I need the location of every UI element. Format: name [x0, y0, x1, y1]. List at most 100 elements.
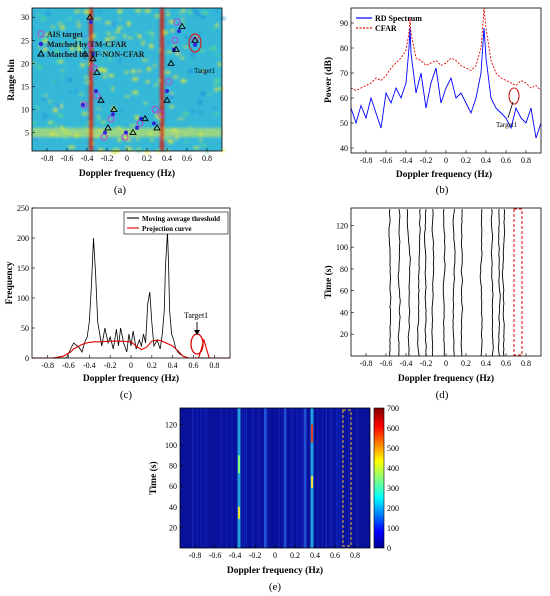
heatmap-streak — [243, 408, 246, 548]
heatmap-cell — [195, 12, 201, 16]
heatmap-cell — [193, 146, 200, 149]
x-tick-label: 0.8 — [521, 156, 531, 165]
tfnoncfar-marker — [104, 124, 112, 131]
x-tick-label: 0.4 — [310, 551, 320, 560]
heatmap-cell — [48, 100, 52, 103]
time-frequency-track — [490, 209, 494, 357]
heatmap-cell — [77, 24, 81, 28]
heatmap-cell — [77, 47, 82, 52]
y-tick-label: 60 — [340, 287, 348, 296]
heatmap-streak — [317, 408, 319, 548]
panel-c: Moving average threshold Projection curv… — [5, 204, 231, 401]
heatmap-cell — [211, 46, 217, 51]
legend-tmcfar-marker — [38, 41, 44, 47]
time-frequency-track — [497, 209, 501, 357]
heatmap-cell — [97, 11, 103, 13]
tmcfar-marker — [165, 89, 169, 94]
x-tick-label: -0.6 — [62, 361, 75, 370]
panel-a-legend: AIS target Matched by TM-CFAR Matched by… — [37, 30, 145, 59]
heatmap-cell — [51, 26, 55, 29]
heatmap-cell — [32, 121, 36, 125]
heatmap-streak — [329, 408, 331, 548]
heatmap-hotspot — [238, 506, 240, 519]
tfnoncfar-marker — [110, 105, 118, 112]
panel-c-caption: (c) — [120, 389, 133, 401]
x-tick-label: 0 — [125, 154, 129, 163]
heatmap-cell — [44, 33, 50, 36]
y-tick-label: 5 — [25, 129, 29, 138]
heatmap-cell — [144, 150, 151, 154]
heatmap-cell — [146, 30, 151, 35]
heatmap-cell — [68, 145, 75, 149]
x-tick-label: 0.4 — [168, 361, 178, 370]
y-tick-label: 100 — [17, 294, 29, 303]
heatmap-cell — [191, 109, 194, 114]
heatmap-cell — [104, 138, 108, 140]
y-tick-label: 120 — [165, 420, 177, 429]
heatmap-cell — [144, 101, 147, 105]
heatmap-cell — [41, 16, 46, 22]
heatmap-cell — [180, 79, 187, 83]
tfnoncfar-marker — [89, 54, 97, 62]
panel-a-ylabel: Range bin — [7, 59, 17, 101]
heatmap-cell — [184, 141, 189, 144]
heatmap-weak-line — [264, 408, 267, 548]
heatmap-cell — [205, 150, 210, 154]
heatmap-cell — [106, 52, 113, 55]
y-tick-label: 25 — [21, 36, 29, 45]
heatmap-cell — [95, 18, 101, 20]
y-tick-label: 80 — [340, 265, 348, 274]
y-tick-label: 150 — [17, 264, 29, 273]
heatmap-cell — [189, 126, 193, 129]
heatmap-cell — [215, 111, 218, 116]
projection-curve-line — [32, 338, 230, 359]
heatmap-streak — [251, 408, 254, 548]
heatmap-cell — [149, 38, 154, 40]
panel-c-arrow-head — [194, 330, 200, 335]
heatmap-cell — [185, 36, 191, 39]
heatmap-cell — [97, 68, 103, 72]
panel-d-caption: (d) — [436, 389, 449, 401]
tfnoncfar-marker — [172, 45, 180, 52]
heatmap-streak — [325, 408, 327, 548]
tfnoncfar-marker — [93, 68, 101, 76]
y-tick-label: 20 — [21, 59, 29, 68]
heatmap-cell — [104, 37, 111, 42]
heatmap-cell — [215, 23, 219, 27]
y-tick-label: 0 — [25, 354, 29, 363]
heatmap-cell — [42, 114, 47, 119]
heatmap-cell — [149, 44, 154, 49]
heatmap-cell — [118, 59, 121, 64]
heatmap-cell — [163, 30, 168, 35]
x-tick-label: 0.2 — [147, 361, 157, 370]
tmcfar-marker — [111, 112, 115, 117]
panel-d-xlabel: Doppler frequency (Hz) — [398, 373, 494, 384]
heatmap-cell — [180, 56, 185, 60]
panel-c-y-ticks: 0 50 100 150 200 250 — [17, 204, 35, 363]
panel-e-colorbar-ticks: 0 100 200 300 400 500 600 700 — [387, 404, 399, 553]
heatmap-cell — [60, 104, 63, 109]
y-tick-label: 40 — [340, 144, 348, 153]
ais-target-marker — [165, 78, 173, 86]
heatmap-cell — [214, 87, 219, 92]
x-tick-label: 0 — [444, 359, 448, 368]
time-frequency-track — [397, 209, 401, 357]
heatmap-cell — [212, 107, 218, 110]
colorbar-tick-label: 600 — [387, 424, 399, 433]
heatmap-streak — [200, 408, 202, 548]
y-tick-label: 40 — [169, 503, 177, 512]
panel-e-y-ticks: 20 40 60 80 100 120 — [165, 420, 183, 532]
heatmap-cell — [110, 36, 116, 39]
heatmap-cell — [44, 94, 47, 97]
x-tick-label: -0.4 — [83, 361, 96, 370]
panel-b-xlabel: Doppler frequency (Hz) — [396, 169, 492, 180]
time-frequency-track — [501, 209, 506, 357]
x-tick-label: -0.2 — [420, 359, 433, 368]
heatmap-cell — [99, 59, 104, 62]
y-tick-label: 100 — [165, 441, 177, 450]
heatmap-cell — [123, 34, 126, 39]
tmcfar-marker — [193, 42, 197, 47]
heatmap-cell — [61, 69, 64, 72]
heatmap-cell — [207, 125, 210, 128]
tfnoncfar-marker — [81, 50, 89, 57]
